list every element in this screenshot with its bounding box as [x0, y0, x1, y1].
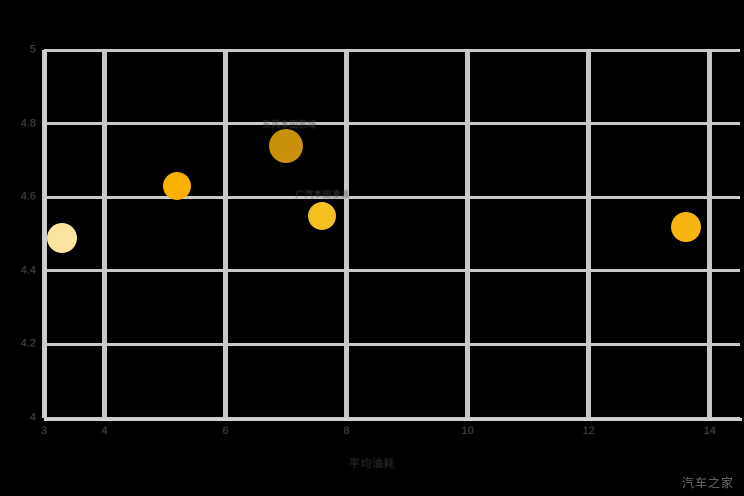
- plot-area: 东风本田思域广汽本田凌派: [41, 48, 740, 420]
- y-axis-tick-label: 4.8: [20, 117, 36, 130]
- data-point[interactable]: [47, 222, 78, 253]
- gridline-vertical: [707, 50, 713, 418]
- x-axis-spine: [44, 418, 742, 421]
- data-point[interactable]: [308, 201, 337, 230]
- gridline-horizontal: [44, 195, 740, 199]
- y-axis-tick-labels: 5 4.8 4.6 4.4 4.2 4: [0, 0, 40, 496]
- x-axis-tick-label: 4: [101, 425, 108, 437]
- gridline-horizontal: [44, 342, 740, 346]
- gridline-vertical: [586, 50, 592, 418]
- y-axis-spine: [44, 50, 46, 420]
- x-axis-tick-label: 10: [461, 425, 474, 437]
- y-axis-tick-label: 4.6: [20, 190, 36, 203]
- y-axis-tick-label: 4: [29, 411, 36, 424]
- data-point[interactable]: [269, 128, 304, 163]
- gridline-vertical: [223, 50, 229, 418]
- x-axis-title: 平均油耗: [349, 458, 395, 470]
- x-axis-tick-label: 14: [703, 425, 716, 437]
- y-axis-tick-label: 4.4: [20, 264, 36, 277]
- watermark: 汽车之家: [681, 476, 734, 490]
- gridline-vertical: [344, 50, 350, 418]
- data-point[interactable]: [670, 211, 701, 242]
- x-axis-tick-label: 3: [40, 425, 48, 437]
- data-point-annotation: 东风本田思域: [262, 119, 317, 130]
- y-axis-tick-label: 4.2: [20, 337, 36, 350]
- gridline-vertical: [465, 50, 471, 418]
- x-axis-tick-label: 12: [582, 425, 595, 437]
- gridline-horizontal: [44, 48, 740, 52]
- x-axis-tick-labels: 3 4 6 8 10 12 14: [0, 424, 744, 444]
- gridline-vertical: [102, 50, 108, 418]
- gridline-horizontal: [44, 122, 740, 126]
- data-point[interactable]: [163, 172, 192, 201]
- x-axis-tick-label: 6: [222, 425, 229, 437]
- y-axis-tick-label: 5: [29, 43, 36, 56]
- data-point-annotation: 广汽本田凌派: [295, 189, 350, 200]
- gridline-horizontal: [44, 269, 740, 273]
- x-axis-tick-label: 8: [343, 425, 350, 437]
